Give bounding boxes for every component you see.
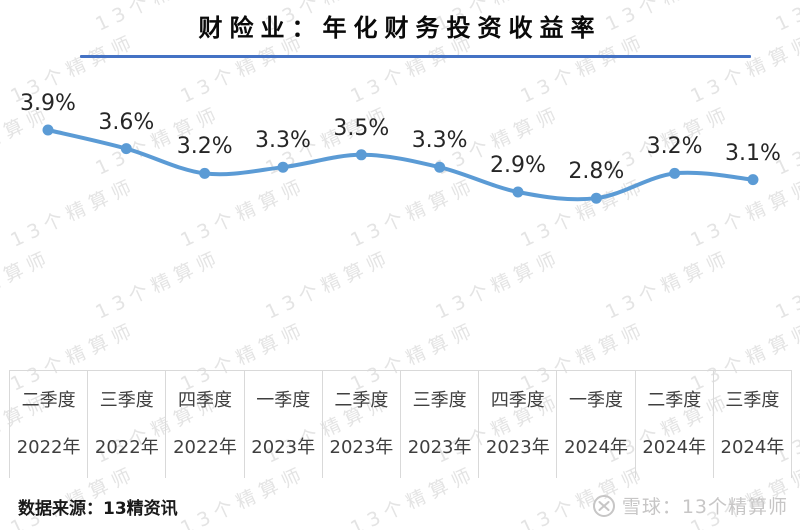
xueqiu-logo-icon [592,494,615,517]
category-quarter-label: 二季度 [21,389,76,411]
footer: 数据来源：13精资讯 雪球：13个精算师 [0,492,800,524]
category-year-label: 2024年 [642,437,707,459]
data-point-marker [747,174,759,186]
category-year-label: 2023年 [251,437,316,459]
x-axis-category-cell: 二季度 2022年 [9,371,87,478]
category-year-label: 2023年 [329,437,394,459]
x-axis-category-cell: 一季度 2024年 [556,371,634,478]
data-point-marker [434,161,446,173]
x-axis-category-cell: 三季度 2022年 [87,371,165,478]
data-source-label: 数据来源：13精资讯 [18,499,178,519]
x-axis-category-cell: 二季度 2023年 [321,371,400,478]
category-year-label: 2024年 [564,437,628,459]
brand-signature: 雪球：13个精算师 [592,492,788,519]
series-line [46,128,755,202]
category-year-label: 2022年 [173,437,237,459]
data-point-marker [277,161,289,173]
data-point-label: 3.9% [20,91,76,116]
category-quarter-label: 三季度 [412,389,467,411]
data-point-marker [199,167,211,179]
data-point-label: 3.1% [725,140,781,166]
x-axis-category-table: 二季度 2022年 三季度 2022年 四季度 2022年 一季度 2023年 二季度 2023年… [9,370,793,478]
data-point-label: 3.6% [98,109,155,135]
title-underline [80,55,751,58]
x-axis-category-cell: 二季度 2024年 [634,371,713,478]
category-year-label: 2024年 [720,437,785,459]
category-year-label: 2022年 [94,437,159,459]
data-point-label: 2.9% [490,153,546,178]
category-quarter-label: 三季度 [99,389,154,411]
chart-title: 财险业：年化财务投资收益率 [198,14,602,42]
data-point-marker [120,143,132,155]
data-point-marker [42,124,54,136]
category-year-label: 2023年 [485,437,550,459]
data-point-marker [590,192,602,204]
x-axis-category-cell: 三季度 2024年 [712,371,793,478]
category-quarter-label: 一季度 [569,389,624,411]
data-point-label: 3.3% [411,128,468,154]
category-quarter-label: 二季度 [647,389,702,411]
data-point-marker [669,167,681,179]
data-point-label: 2.8% [568,159,625,185]
category-year-label: 2022年 [16,437,81,459]
category-quarter-label: 四季度 [490,389,545,411]
category-quarter-label: 一季度 [256,389,311,411]
data-point-label: 3.2% [176,134,233,160]
data-point-marker [512,186,524,198]
data-point-label: 3.5% [333,115,390,141]
x-axis-category-cell: 四季度 2023年 [478,371,556,478]
category-quarter-label: 三季度 [725,389,780,411]
x-axis-category-cell: 四季度 2022年 [165,371,243,478]
x-axis-category-cell: 三季度 2023年 [400,371,478,478]
brand-label: 雪球：13个精算师 [621,496,788,518]
category-quarter-label: 二季度 [334,389,389,411]
data-point-label: 3.2% [646,134,703,160]
x-axis-category-cell: 一季度 2023年 [243,371,322,478]
category-quarter-label: 四季度 [178,389,232,411]
data-point-label: 3.3% [255,128,311,154]
category-year-label: 2023年 [407,437,472,459]
data-point-marker [355,149,367,161]
